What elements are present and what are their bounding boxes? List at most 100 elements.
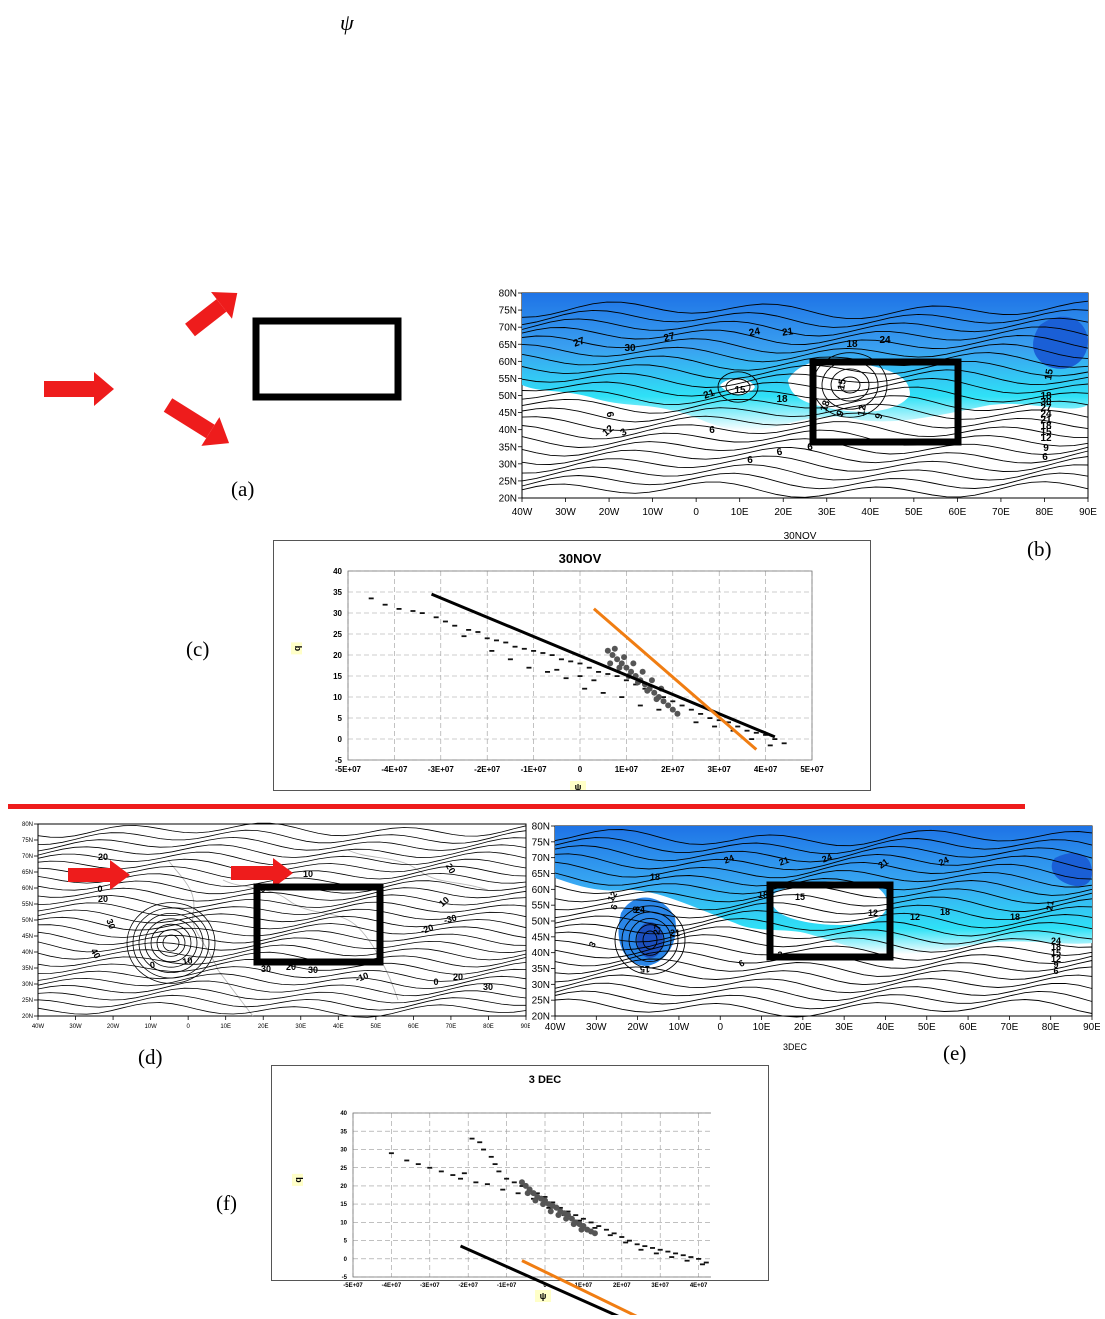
- contour-label: 18: [1010, 912, 1020, 922]
- lon-tick-label: 50E: [918, 1022, 936, 1033]
- lon-tick-label: 30E: [295, 1024, 306, 1030]
- data-point: [623, 1241, 629, 1244]
- lat-tick-label: 55N: [499, 374, 517, 385]
- contour-label: 0: [149, 960, 156, 971]
- data-point: [492, 1163, 498, 1166]
- contour-label: 3: [587, 940, 598, 949]
- data-point: [442, 620, 448, 623]
- chart-title: 30NOV: [559, 551, 602, 566]
- lon-tick-label: 30W: [69, 1024, 82, 1030]
- lon-tick-label: 30E: [818, 507, 836, 518]
- y-tick-label: 10: [333, 693, 342, 702]
- data-point: [558, 658, 564, 661]
- data-point: [433, 616, 439, 619]
- contour-line: [521, 335, 1089, 354]
- x-label-bg: [535, 1290, 551, 1302]
- contour-label: 20: [453, 972, 463, 982]
- data-point: [521, 647, 527, 650]
- lon-tick-label: 0: [717, 1022, 723, 1033]
- contour-line: [554, 894, 1093, 912]
- lat-tick-label: 45N: [499, 408, 517, 419]
- x-tick-label: -2E+07: [474, 765, 501, 774]
- contour-ring: [839, 376, 861, 394]
- data-point: [577, 675, 583, 677]
- contour-line: [521, 326, 1089, 345]
- contour-line: [521, 421, 1088, 440]
- contour-line: [521, 352, 1089, 371]
- contour-label: 12: [868, 908, 878, 918]
- lat-tick-label: 60N: [532, 885, 550, 896]
- data-point: [670, 700, 676, 703]
- data-point: [458, 1177, 464, 1180]
- lon-tick-label: 40W: [545, 1022, 566, 1033]
- contour-line: [37, 987, 527, 1004]
- data-point: [669, 1256, 675, 1258]
- data-point-dense: [644, 687, 651, 694]
- lon-tick-label: 10E: [220, 1024, 231, 1030]
- data-point: [415, 1163, 421, 1166]
- contour-label: 20: [98, 894, 108, 904]
- data-point: [712, 725, 718, 728]
- contour-line: [554, 934, 1093, 953]
- arrow-right-icon: [231, 858, 293, 888]
- contour-line: [521, 438, 1089, 457]
- data-point: [753, 731, 759, 734]
- plot-area: [352, 1112, 711, 1278]
- contour-label: 10: [437, 895, 451, 909]
- data-point: [725, 721, 731, 724]
- contour-label: 21: [670, 928, 680, 938]
- y-tick-label: 35: [340, 1129, 347, 1135]
- data-point-dense: [532, 1197, 539, 1204]
- contour-line: [521, 446, 1089, 465]
- lon-tick-label: 70E: [446, 1024, 457, 1030]
- contour-line: [554, 829, 1093, 847]
- lon-tick-label: 70E: [992, 507, 1010, 518]
- data-point-dense: [621, 654, 628, 661]
- data-point: [716, 719, 722, 722]
- lon-tick-label: 80E: [483, 1024, 494, 1030]
- lat-tick-label: 25N: [499, 476, 517, 487]
- data-point-dense: [665, 702, 672, 709]
- data-point-dense: [607, 660, 614, 667]
- data-point: [623, 679, 629, 682]
- contour-label: 40: [89, 947, 103, 961]
- contour-line: [37, 829, 527, 845]
- data-point: [396, 608, 402, 610]
- contour-ring: [138, 913, 204, 974]
- contour-line: [521, 455, 1089, 474]
- lon-tick-label: 30W: [555, 507, 576, 518]
- contour-label: 24: [1040, 409, 1052, 420]
- data-point: [656, 708, 662, 711]
- contour-line: [521, 377, 1089, 397]
- data-point: [550, 1201, 556, 1204]
- contour-label: 20: [286, 962, 296, 972]
- lon-tick-label: 0: [693, 507, 699, 518]
- data-point: [526, 666, 532, 669]
- lat-tick-label: 45N: [532, 932, 550, 943]
- data-point-dense: [616, 664, 623, 671]
- lat-tick-label: 20N: [499, 494, 517, 505]
- lon-tick-label: 60E: [948, 507, 966, 518]
- contour-label: 15: [1043, 368, 1056, 381]
- data-point: [592, 1227, 598, 1229]
- y-tick-label: 35: [333, 588, 342, 597]
- contour-line: [554, 853, 1093, 871]
- contour-line: [37, 937, 527, 954]
- contour-line: [521, 300, 1089, 320]
- contour-line: [554, 918, 1093, 937]
- x-tick-label: 1E+07: [615, 765, 639, 774]
- contour-line: [554, 837, 1093, 855]
- data-point: [703, 1261, 709, 1264]
- lat-tick-label: 40N: [22, 950, 33, 956]
- data-point: [614, 675, 620, 677]
- contour-line: [521, 360, 1089, 380]
- data-point: [473, 1181, 479, 1184]
- lat-tick-label: 25N: [22, 998, 33, 1004]
- date-label: 3DEC: [783, 1042, 808, 1052]
- contour-label: 24: [821, 852, 834, 865]
- data-point-dense: [540, 1201, 547, 1208]
- contour-label: 6: [737, 958, 746, 969]
- contour-line: [37, 901, 527, 917]
- contour-line: [554, 845, 1093, 863]
- plot-area: [347, 570, 813, 761]
